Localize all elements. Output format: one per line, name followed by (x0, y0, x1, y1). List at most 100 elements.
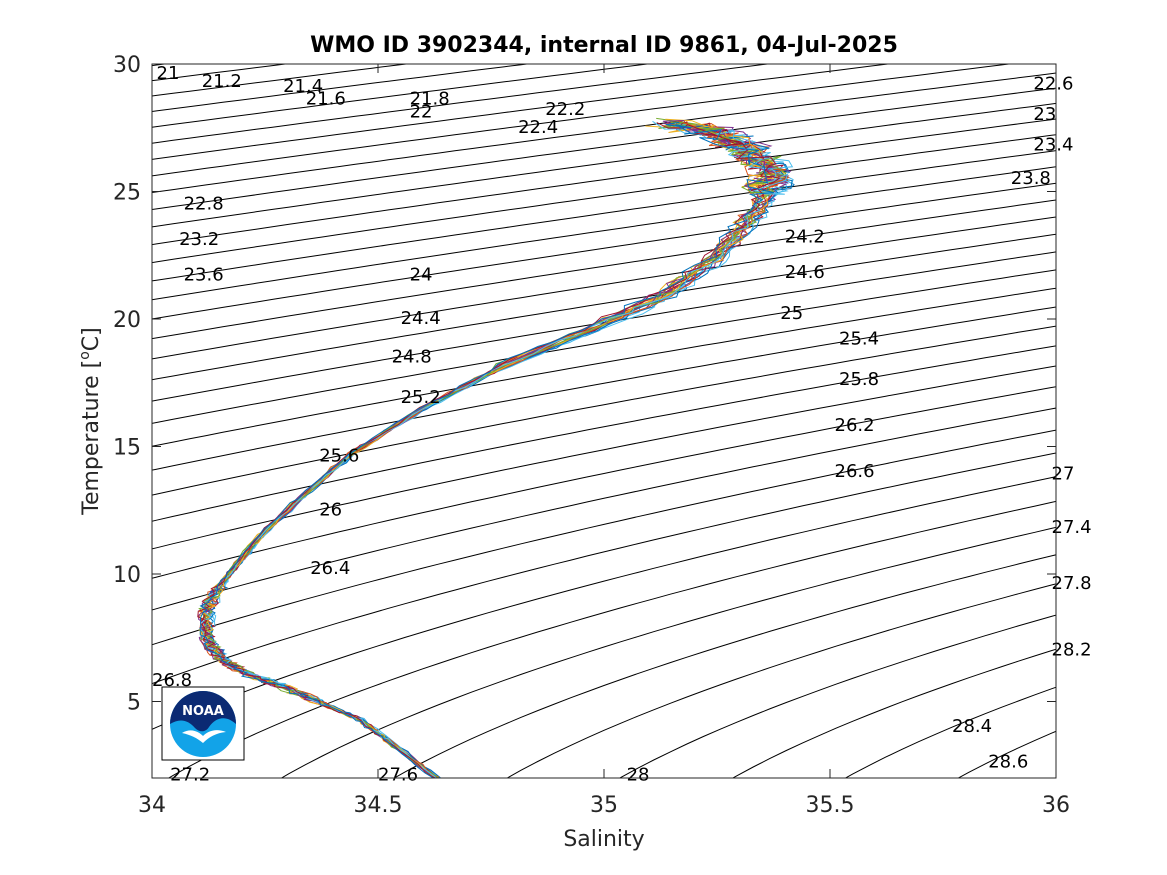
isopycnal-label: 22.2 (545, 99, 585, 120)
isopycnal-label: 23 (1033, 104, 1056, 125)
isopycnal-line (280, 526, 1056, 778)
x-axis: 34 34.5 35 35.5 36 (138, 64, 1070, 818)
isopycnal-label: 26.6 (835, 461, 875, 482)
chart-title: WMO ID 3902344, internal ID 9861, 04-Jul… (310, 33, 898, 58)
isopycnal-line (152, 345, 1056, 522)
isopycnal-label: 26.4 (310, 558, 350, 579)
isopycnal-label: 25.2 (401, 387, 441, 408)
isopycnal-label: 24.8 (392, 346, 432, 367)
isopycnal-line (152, 287, 1056, 447)
isopycnal-line (152, 150, 1056, 282)
noaa-logo-text: NOAA (182, 704, 224, 719)
isopycnal-line (152, 64, 531, 112)
isopycnal-label: 26.2 (835, 415, 875, 436)
isopycnal-label: 21.6 (306, 89, 346, 110)
isopycnal-label: 25.8 (839, 369, 879, 390)
isopycnal-line (152, 199, 1056, 340)
isopycnal-line (152, 182, 1056, 320)
isopycnal-line (152, 64, 290, 82)
y-tick-label: 25 (113, 181, 141, 206)
isopycnal-line (152, 269, 1056, 424)
isopycnal-line (152, 64, 1013, 177)
isopycnal-label: 22.8 (184, 193, 224, 214)
isopycnal-label: 27.6 (378, 765, 418, 786)
isopycnal-label: 22.4 (518, 117, 558, 138)
isopycnal-line (152, 325, 1056, 496)
isopycnal-label: 28.2 (1052, 640, 1092, 661)
isopycnal-label: 21.2 (202, 71, 242, 92)
isopycnal-label: 24.2 (785, 226, 825, 247)
isopycnal-line (844, 686, 1056, 778)
x-tick-label: 35.5 (806, 793, 855, 818)
isopycnal-label: 26.8 (152, 670, 192, 691)
y-tick-label: 20 (113, 308, 141, 333)
isopycnal-line (152, 134, 1056, 264)
isopycnal-label: 23.2 (179, 229, 219, 250)
isopycnal-label: 23.8 (1011, 168, 1051, 189)
float-profile (199, 121, 775, 778)
isopycnal-line (731, 648, 1056, 778)
isopycnal-label: 22.6 (1033, 73, 1073, 94)
isopycnal-label: 22 (410, 101, 433, 122)
isopycnal-line (152, 233, 1056, 381)
x-axis-label: Salinity (563, 827, 644, 852)
x-tick-label: 34 (138, 793, 166, 818)
isopycnal-label: 25 (780, 303, 803, 324)
y-axis-label-unit: C] (79, 327, 104, 351)
isopycnal-label: 25.4 (839, 328, 879, 349)
isopycnal-label: 27.8 (1052, 573, 1092, 594)
isopycnal-label: 24.6 (785, 262, 825, 283)
x-tick-label: 35 (590, 793, 618, 818)
isopycnal-lines (152, 64, 1056, 778)
y-axis-label-degree: o (77, 351, 93, 360)
x-tick-label: 34.5 (354, 793, 403, 818)
isopycnal-line (152, 166, 1056, 301)
y-axis-label: Temperature [oC] (77, 327, 104, 515)
isopycnal-label: 24.4 (401, 308, 441, 329)
isopycnal-label: 27.4 (1052, 517, 1092, 538)
isopycnal-line (152, 407, 1056, 611)
y-tick-label: 30 (113, 53, 141, 78)
isopycnal-line (152, 216, 1056, 360)
isopycnal-label: 28 (627, 765, 650, 786)
x-tick-label: 36 (1042, 793, 1070, 818)
isopycnal-label: 27 (1052, 464, 1075, 485)
isopycnal-line (152, 365, 1056, 550)
profile-lines (197, 117, 795, 778)
isopycnal-line (167, 500, 1056, 778)
isopycnal-line (152, 72, 1056, 194)
isopycnal-line (618, 614, 1056, 778)
isopycnal-labels: 21 21.2 21.421.6 21.822 22.222.4 22.6 23 23.4 23… (152, 63, 1092, 785)
isopycnal-label: 21 (157, 63, 180, 84)
isopycnal-line (152, 306, 1056, 471)
y-axis-label-prefix: Temperature [ (79, 360, 104, 516)
isopycnal-line (152, 64, 410, 97)
isopycnal-label: 23.4 (1033, 135, 1073, 156)
y-tick-label: 10 (113, 563, 141, 588)
isopycnal-line (152, 64, 893, 160)
isopycnal-label: 28.6 (988, 752, 1028, 773)
isopycnal-label: 24 (410, 265, 433, 286)
y-tick-label: 15 (113, 436, 141, 461)
isopycnal-label: 21.4 (283, 76, 323, 97)
isopycnal-line (152, 102, 1056, 228)
y-tick-label: 5 (127, 691, 141, 716)
isopycnal-line (506, 583, 1056, 778)
noaa-logo-gull (182, 730, 226, 743)
isopycnal-label: 23.6 (184, 265, 224, 286)
isopycnal-label: 26 (319, 499, 342, 520)
noaa-logo-bird (170, 691, 236, 732)
isopycnal-line (152, 87, 1056, 211)
isopycnal-line (152, 386, 1056, 579)
isopycnal-label: 28.4 (952, 716, 992, 737)
isopycnal-line (152, 452, 1056, 685)
isopycnal-line (152, 64, 772, 144)
isopycnal-label: 25.6 (319, 446, 359, 467)
noaa-logo: NOAA (161, 686, 245, 761)
isopycnal-line (393, 554, 1056, 778)
isopycnal-line (152, 429, 1056, 646)
isopycnal-label: 21.8 (410, 89, 450, 110)
y-axis: 5 10 15 20 25 30 (113, 53, 1056, 716)
isopycnal-label: 27.2 (170, 765, 210, 786)
